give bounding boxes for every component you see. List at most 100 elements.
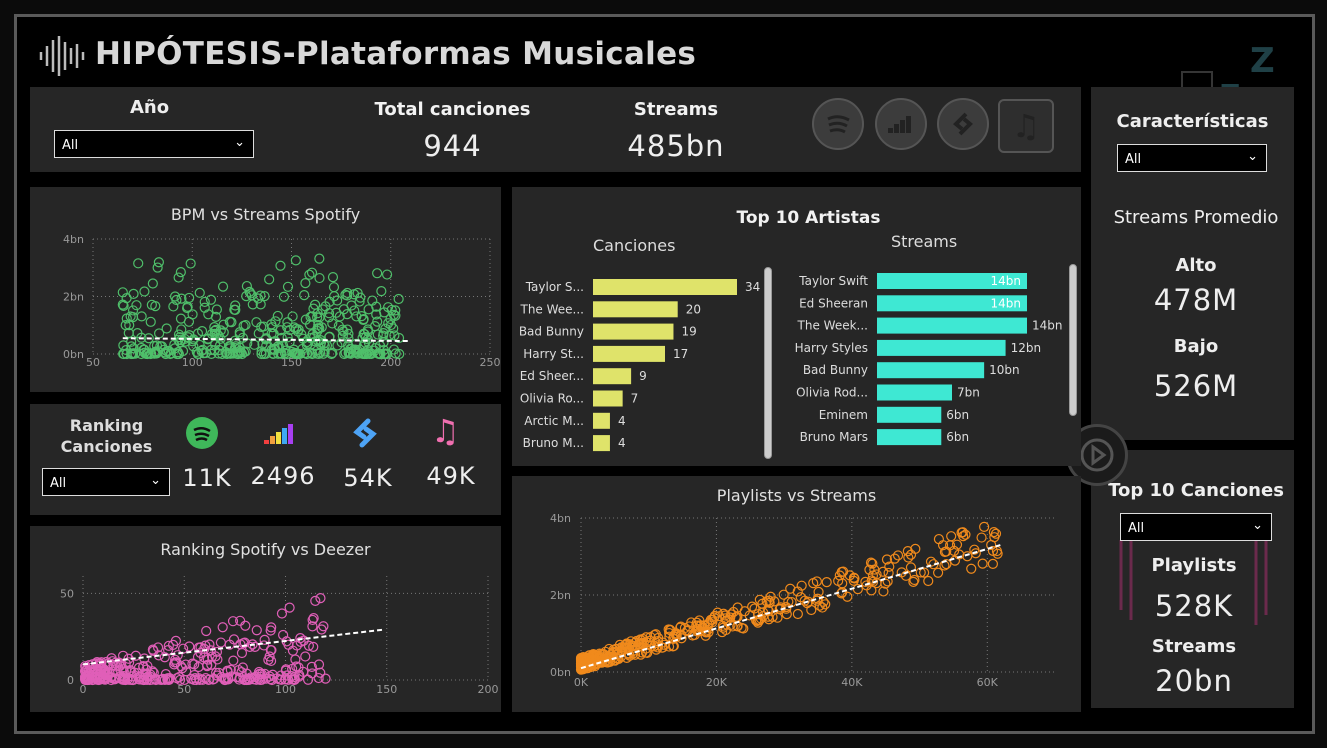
ranking-chart-title: Ranking Spotify vs Deezer <box>160 540 371 559</box>
data-point <box>614 639 625 651</box>
data-point <box>962 551 973 562</box>
y-tick-label: 0bn <box>550 666 571 679</box>
data-point <box>351 338 362 349</box>
data-point <box>583 650 594 661</box>
data-point <box>699 620 710 631</box>
artist-stream-label: Harry Styles <box>795 341 868 355</box>
data-point <box>388 309 399 320</box>
y-tick-label: 4bn <box>63 233 84 246</box>
data-point <box>216 671 227 683</box>
data-point <box>641 637 652 648</box>
data-point <box>264 274 275 285</box>
deezer-ranking-icon <box>264 422 298 450</box>
data-point <box>212 670 223 681</box>
data-point <box>307 614 318 626</box>
data-point <box>181 302 193 314</box>
shazam-icon[interactable] <box>937 98 989 150</box>
artist-stream-label: Eminem <box>819 408 868 422</box>
data-point <box>579 662 590 673</box>
data-point <box>241 291 252 302</box>
ranking-chart-panel: Ranking Spotify vs Deezer 0 50 0 50 100 150 20… <box>30 526 501 712</box>
data-point <box>354 296 365 307</box>
artist-song-label: Ed Sheer... <box>520 369 584 383</box>
data-point <box>139 286 150 297</box>
x-tick-label: 150 <box>281 356 302 369</box>
apple-music-icon[interactable]: ♫ <box>998 99 1054 153</box>
data-point <box>307 329 318 340</box>
artist-song-label: The Wee... <box>519 302 584 316</box>
data-point <box>339 348 350 360</box>
data-point <box>314 253 325 264</box>
data-point <box>209 321 220 333</box>
data-point <box>276 332 287 343</box>
top-songs-title: Top 10 Canciones <box>1108 480 1284 501</box>
x-tick-label: 200 <box>478 683 499 696</box>
trend-line <box>82 628 383 666</box>
artist-stream-label: Bad Bunny <box>803 363 868 377</box>
data-point <box>296 329 307 340</box>
spotify-icon[interactable] <box>812 98 864 150</box>
data-point <box>349 305 360 316</box>
data-point <box>811 576 822 587</box>
data-point <box>664 631 675 642</box>
data-point <box>143 333 154 344</box>
streams-bar-value: 6bn <box>946 408 969 422</box>
data-point <box>256 321 267 332</box>
songs-bar-value: 17 <box>673 347 688 361</box>
data-point <box>326 348 337 360</box>
data-point <box>864 564 875 575</box>
data-point <box>152 642 164 653</box>
y-tick-label: 2bn <box>550 589 571 602</box>
x-tick-label: 50 <box>86 356 100 369</box>
data-point <box>714 611 725 622</box>
data-point <box>310 595 321 606</box>
bpm-chart-panel: BPM vs Streams Spotify 0bn 2bn 4bn 50 100 150… <box>30 187 501 392</box>
data-point <box>270 316 281 327</box>
x-tick-label: 0 <box>80 683 87 696</box>
playlists-value: 528K <box>1154 589 1234 623</box>
low-value: 526M <box>1153 369 1239 403</box>
songs-bar-value: 4 <box>618 436 626 450</box>
data-point <box>99 664 110 675</box>
top-songs-select[interactable]: All ⌄ <box>1120 513 1272 541</box>
features-select[interactable]: All ⌄ <box>1117 144 1267 172</box>
data-point <box>987 545 999 557</box>
data-point <box>679 622 691 634</box>
data-point <box>358 348 369 359</box>
data-point <box>191 674 202 686</box>
songs-scrollbar[interactable] <box>764 267 772 459</box>
data-point <box>611 649 623 660</box>
year-select[interactable]: All ⌄ <box>54 130 254 158</box>
data-point <box>315 347 326 358</box>
data-point <box>235 347 246 358</box>
data-point <box>205 294 217 305</box>
deezer-icon[interactable] <box>875 98 927 150</box>
ranking-select[interactable]: All ⌄ <box>42 468 170 496</box>
data-point <box>258 348 270 360</box>
data-point <box>287 346 298 358</box>
data-point <box>736 622 747 633</box>
data-point <box>844 570 855 581</box>
data-point <box>185 258 196 269</box>
data-point <box>697 622 709 633</box>
data-point <box>371 309 382 320</box>
data-point <box>314 323 325 334</box>
streams-label: Streams <box>633 99 719 120</box>
data-point <box>234 329 245 340</box>
x-tick-label: 150 <box>376 683 397 696</box>
playlists-label: Playlists <box>1151 555 1237 576</box>
songs-bar <box>593 323 674 340</box>
data-point <box>881 554 893 565</box>
data-point <box>616 642 627 653</box>
data-point <box>141 664 152 675</box>
data-point <box>951 539 963 550</box>
data-point <box>292 326 303 337</box>
streams-bar-value: 14bn <box>991 296 1022 310</box>
streams-scrollbar[interactable] <box>1069 264 1077 416</box>
artist-stream-label: Taylor Swift <box>798 274 868 288</box>
data-point <box>334 311 345 322</box>
data-point <box>979 521 990 532</box>
data-point <box>775 602 786 613</box>
data-point <box>884 561 895 572</box>
data-point <box>192 348 203 360</box>
